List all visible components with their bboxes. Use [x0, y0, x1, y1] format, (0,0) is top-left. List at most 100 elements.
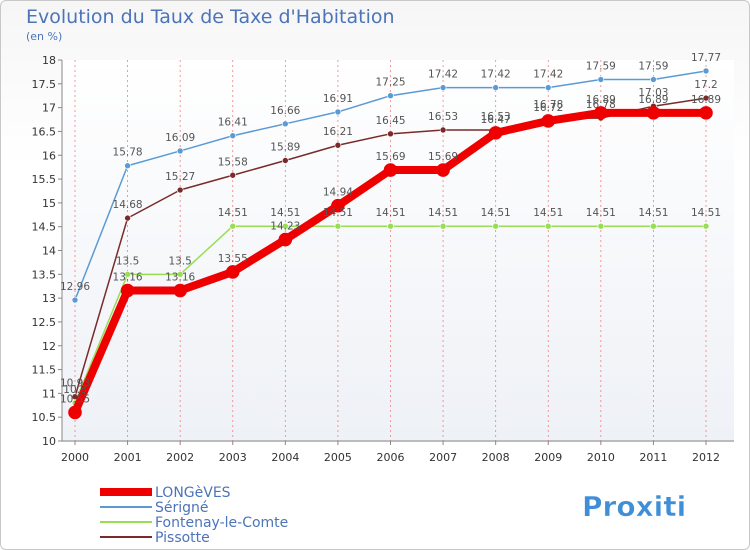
data-label: 14.94 [323, 187, 353, 199]
x-tick-label: 2011 [639, 451, 667, 464]
data-label: 12.96 [60, 281, 90, 293]
data-label: 16.41 [218, 117, 248, 129]
data-label: 16.91 [323, 93, 353, 105]
x-tick-label: 2003 [219, 451, 247, 464]
series-point-2 [492, 222, 499, 230]
series-point-2 [176, 271, 184, 278]
data-label: 10.55 [60, 393, 90, 405]
series-point-2 [334, 222, 342, 230]
data-label: 14.51 [323, 207, 353, 219]
y-tick-label: 10 [42, 435, 56, 448]
y-tick-label: 12.5 [32, 316, 57, 329]
data-label: 13.55 [218, 253, 248, 265]
series-point-2 [544, 222, 552, 230]
series-point-1 [71, 296, 79, 304]
y-tick-label: 11.5 [32, 364, 57, 377]
data-label: 17.25 [375, 77, 405, 89]
data-label: 17.59 [586, 61, 616, 73]
y-tick-label: 14.5 [32, 221, 57, 234]
series-point-0 [594, 106, 608, 120]
x-tick-label: 2004 [271, 451, 299, 464]
data-label: 16.53 [428, 111, 458, 123]
series-point-1 [492, 84, 499, 91]
series-point-3 [229, 171, 237, 179]
data-label: 17.77 [691, 52, 721, 64]
data-label: 14.51 [428, 207, 458, 219]
data-label: 10.8 [63, 384, 86, 396]
y-tick-label: 10.5 [32, 411, 57, 424]
series-point-1 [229, 132, 237, 140]
data-label: 15.69 [375, 151, 405, 163]
series-point-1 [176, 147, 184, 155]
data-label: 14.23 [270, 221, 300, 233]
y-tick-label: 16.5 [32, 125, 57, 138]
y-tick-label: 14 [42, 245, 56, 258]
series-point-0 [646, 106, 661, 120]
y-tick-label: 13 [42, 292, 56, 305]
data-label: 14.51 [375, 207, 405, 219]
data-label: 15.69 [428, 151, 458, 163]
legend-label: Pissotte [155, 530, 210, 546]
series-point-0 [383, 163, 398, 177]
legend-label: LONGèVES [155, 485, 231, 501]
series-point-3 [387, 130, 394, 138]
series-point-2 [650, 222, 657, 230]
series-point-0 [699, 106, 713, 120]
data-label: 15.78 [113, 147, 143, 159]
data-label: 15.58 [218, 156, 248, 168]
data-label: 15.89 [270, 141, 300, 153]
x-tick-label: 2002 [166, 451, 194, 464]
data-label: 17.59 [638, 61, 668, 73]
data-label: 13.16 [165, 272, 195, 284]
y-tick-label: 12 [42, 340, 56, 353]
series-point-1 [387, 92, 394, 100]
y-tick-label: 15.5 [32, 173, 57, 186]
series-point-2 [702, 222, 710, 230]
series-point-0 [331, 198, 345, 213]
series-point-3 [176, 186, 184, 194]
series-point-1 [334, 108, 342, 116]
data-label: 16.47 [481, 114, 511, 126]
data-label: 16.66 [270, 105, 300, 117]
x-tick-label: 2001 [114, 451, 142, 464]
data-label: 16.72 [533, 102, 563, 114]
series-point-0 [68, 405, 82, 420]
series-point-1 [282, 120, 289, 128]
x-tick-label: 2008 [482, 451, 510, 464]
series-point-0 [278, 232, 293, 247]
data-label: 13.5 [168, 255, 191, 267]
series-point-0 [541, 114, 556, 128]
data-label: 17.2 [694, 79, 717, 91]
legend-label: Sérigné [155, 500, 209, 516]
data-label: 13.16 [113, 272, 143, 284]
series-point-1 [702, 67, 710, 75]
proxiti-logo: Proxiti [582, 490, 687, 524]
data-label: 14.51 [481, 207, 511, 219]
series-point-2 [124, 271, 131, 278]
data-label: 16.53 [481, 111, 511, 123]
series-point-2 [387, 222, 394, 230]
series-point-3 [282, 157, 289, 164]
data-label: 16.89 [691, 94, 721, 106]
series-point-1 [544, 84, 552, 91]
brand-text: Proxiti [582, 490, 686, 523]
data-label: 16.78 [586, 99, 616, 111]
series-point-1 [439, 84, 447, 91]
x-tick-label: 2012 [692, 451, 720, 464]
y-tick-label: 16 [42, 149, 56, 162]
y-tick-label: 17 [42, 102, 56, 115]
data-label: 16.45 [375, 115, 405, 127]
data-label: 14.51 [691, 207, 721, 219]
x-tick-label: 2010 [587, 451, 615, 464]
x-tick-label: 2009 [534, 451, 562, 464]
legend-label: Fontenay-le-Comte [155, 515, 288, 531]
data-label: 16.09 [165, 132, 195, 144]
data-label: 14.51 [638, 207, 668, 219]
series-point-2 [282, 222, 289, 230]
series-point-3 [702, 94, 710, 102]
series-point-2 [597, 222, 605, 230]
x-tick-label: 2006 [377, 451, 405, 464]
series-point-1 [597, 76, 605, 83]
series-point-0 [436, 163, 450, 177]
